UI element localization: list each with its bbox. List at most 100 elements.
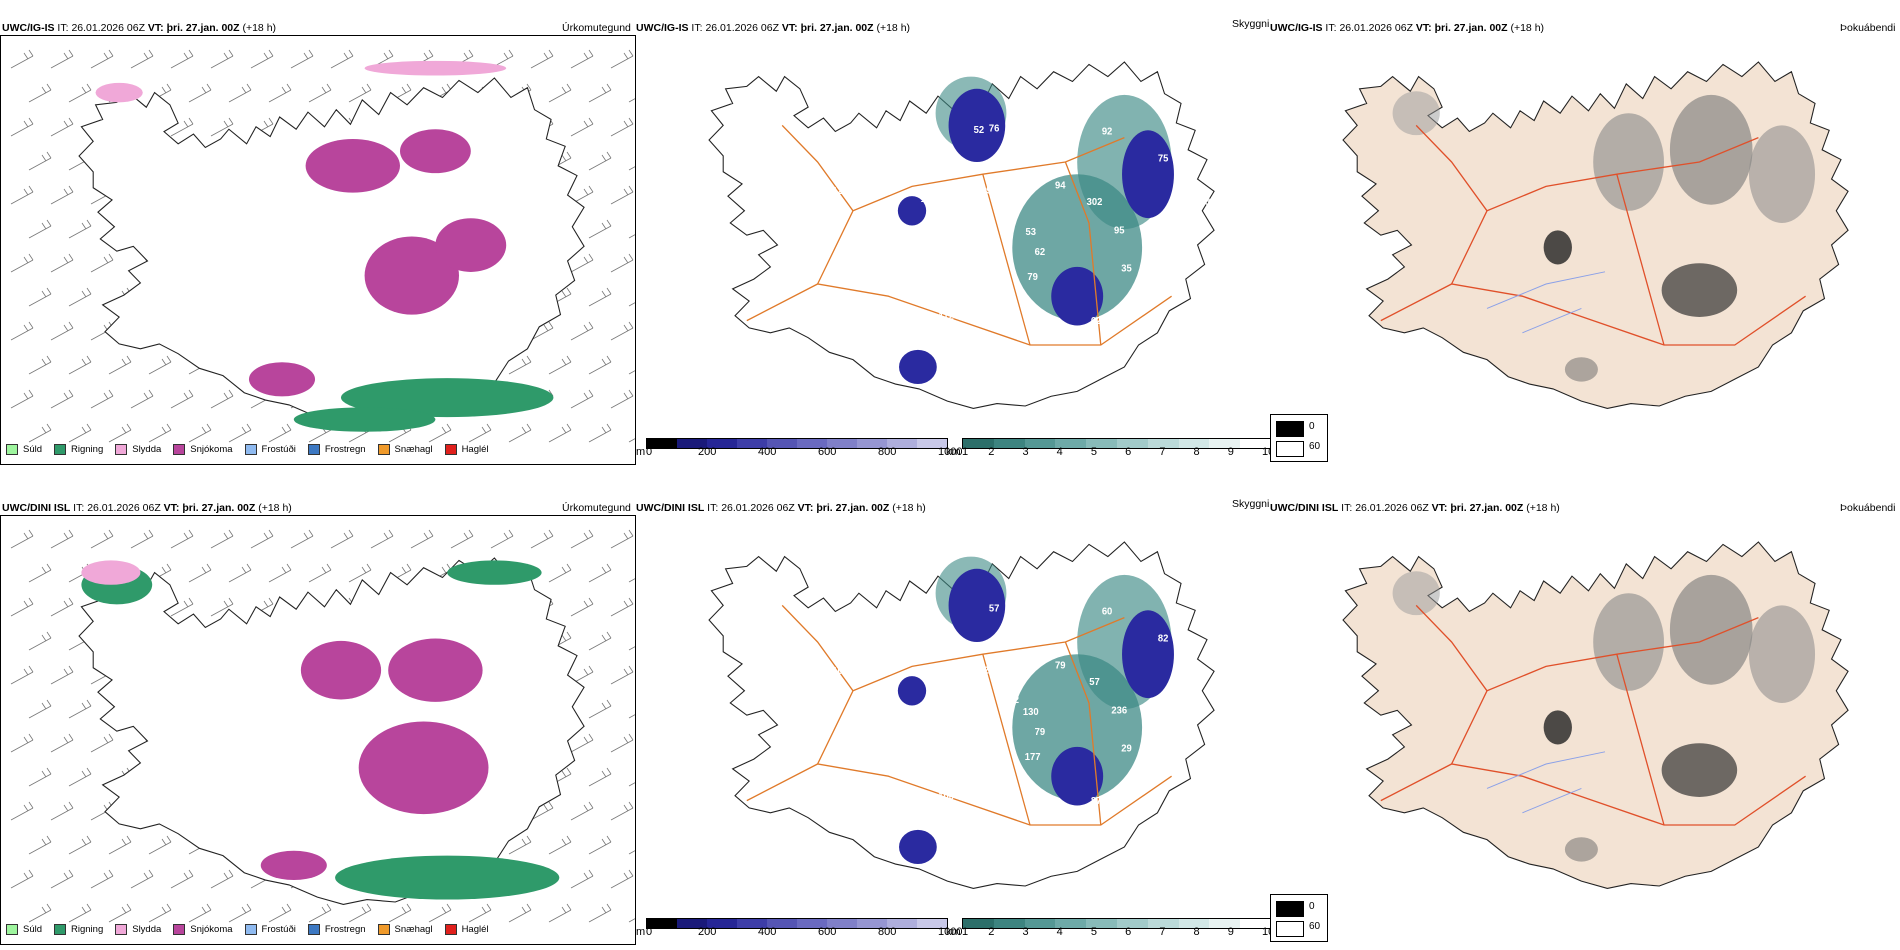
legend-swatch (115, 924, 128, 935)
wind-barb (90, 253, 114, 273)
colorbar-segment (857, 919, 887, 928)
wind-barb (68, 767, 92, 787)
wind-barb (10, 665, 34, 685)
legend-swatch (444, 924, 457, 935)
snow-area (248, 362, 316, 397)
it-label: IT: (1325, 22, 1337, 34)
wind-barb (50, 529, 74, 549)
wind-barb (50, 49, 74, 69)
wind-barb (28, 767, 52, 787)
iceland-group (1342, 61, 1849, 410)
wind-barb (570, 321, 594, 341)
vt-label: VT: (781, 22, 798, 34)
wind-barb (188, 563, 212, 583)
river-line (1486, 271, 1606, 334)
vt-value: þri. 27.jan. 00Z (1450, 502, 1524, 514)
precip-panel-row2: UWC/DINI ISL IT: 26.01.2026 06Z VT: þri.… (0, 480, 636, 950)
wind-barb (610, 49, 634, 69)
wind-barb (108, 423, 132, 443)
legend-item: Rigning (54, 924, 103, 935)
wind-barb (570, 253, 594, 273)
wind-barb (188, 83, 212, 103)
snow-area (388, 638, 483, 702)
cloud-base-label: 76 (839, 146, 849, 157)
colorbar-tick-label: 5 (1090, 446, 1097, 458)
wind-barb (610, 665, 634, 685)
wind-barb (508, 423, 532, 443)
fog-index-area (1661, 743, 1738, 797)
vt-value: þri. 27.jan. 00Z (182, 502, 256, 514)
legend-label: Súld (23, 444, 43, 455)
wind-barb (588, 151, 612, 171)
colorbar-tick-label: 200 (698, 446, 717, 458)
cloud-base-label: 68 (1200, 197, 1211, 208)
wind-barb (530, 529, 554, 549)
colorbar-tick-label: 1000 (938, 926, 963, 938)
cloud-base-label: 146 (936, 146, 952, 157)
wind-barb (170, 869, 194, 889)
wind-barb (90, 733, 114, 753)
wind-barb (10, 389, 34, 409)
cloud-base-label: 90 (1042, 597, 1052, 608)
cloud-base-label: 168 (921, 194, 937, 205)
wind-barb (588, 423, 612, 443)
wind-barb (330, 49, 354, 69)
model-name: UWC/DINI ISL (636, 502, 705, 514)
colorbar-segment (1055, 919, 1087, 928)
wind-barb (50, 869, 74, 889)
cloudbase-colorbar (646, 438, 948, 449)
wind-barb (10, 529, 34, 549)
wind-barb (210, 597, 234, 617)
wind-barb (28, 287, 52, 307)
sky-title: Skyggni (1232, 498, 1270, 510)
wind-barb (610, 253, 634, 273)
fog-legend-label: 0 (1309, 421, 1315, 432)
precip-title: Úrkomutegund (562, 502, 631, 514)
fog-legend-label: 0 (1309, 901, 1315, 912)
colorbar-segment (917, 439, 947, 448)
wind-barb (210, 389, 234, 409)
wind-barb (28, 903, 52, 923)
wind-barb (108, 355, 132, 375)
cloud-base-label: 79 (1035, 727, 1045, 738)
precip-header: UWC/IG-IS IT: 26.01.2026 06Z VT: þri. 27… (2, 22, 276, 34)
wind-barb (308, 903, 332, 923)
lead-time: (+18 h) (876, 22, 911, 34)
lead-time: (+18 h) (258, 502, 292, 514)
wind-barb (308, 83, 332, 103)
cloud-base-label: 177 (1025, 752, 1041, 763)
fog-index-area (1593, 113, 1664, 211)
wind-barb (588, 287, 612, 307)
wind-barb (628, 918, 635, 923)
low-cloud-area (1122, 130, 1174, 219)
wind-barb (10, 49, 34, 69)
low-cloud-area (1051, 746, 1104, 806)
legend-label: Haglél (461, 444, 489, 455)
wind-barb (50, 253, 74, 273)
colorbar-segment (963, 439, 994, 448)
colorbar-tick-label: 8 (1193, 446, 1200, 458)
fog-index-area (1748, 605, 1816, 703)
cloud-base-label: 215 (984, 665, 1000, 676)
wind-barb (588, 355, 612, 375)
colorbar-tick-label: 6 (1125, 446, 1132, 458)
iceland-outline (78, 77, 585, 426)
precip-title: Úrkomutegund (562, 22, 631, 34)
colorbar-segment (1116, 919, 1148, 928)
wind-barb (170, 49, 194, 69)
wind-barb (348, 83, 372, 103)
cloud-base-label: 44 (923, 674, 934, 685)
wind-barb (28, 423, 52, 443)
wind-barb (108, 903, 132, 923)
low-cloud-area (899, 829, 937, 865)
wind-barb (50, 597, 74, 617)
wind-barb (548, 423, 572, 443)
iceland-group (78, 557, 585, 906)
cloud-base-label: 16 (946, 545, 956, 556)
colorbar-segment (647, 439, 677, 448)
colorbar-tick-label: 8 (1193, 926, 1200, 938)
wind-barb (570, 801, 594, 821)
wind-barb (130, 529, 154, 549)
colorbar-tick-label: 7 (1159, 926, 1166, 938)
low-cloud-area (897, 196, 927, 226)
